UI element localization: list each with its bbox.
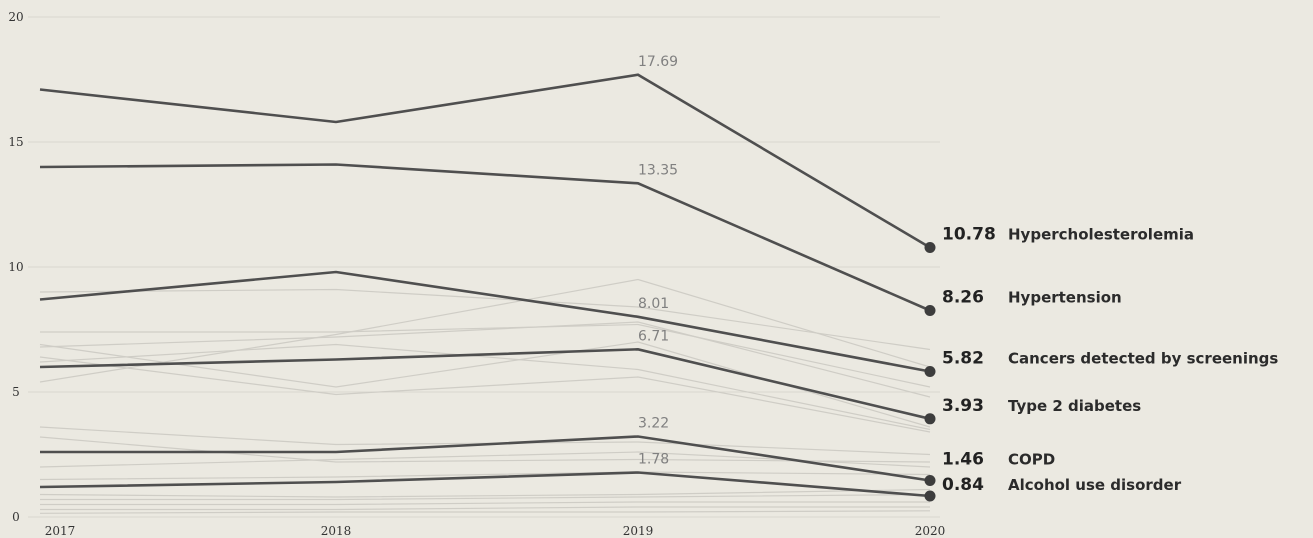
end-value-label: 0.84	[942, 475, 984, 495]
end-value-label: 8.26	[942, 288, 984, 308]
background-series-line	[39, 436, 931, 463]
highlighted-series-lines	[39, 73, 936, 502]
series-line-cancers-detected-by-screenings	[39, 270, 931, 373]
x-tick-label: 2019	[623, 524, 654, 538]
background-series-line	[39, 510, 931, 514]
series-line-hypertension	[39, 163, 931, 312]
series-name-label: Cancers detected by screenings	[1008, 350, 1278, 368]
end-value-label: 3.93	[942, 396, 984, 416]
background-series-line	[39, 356, 931, 433]
end-point-copd	[924, 475, 936, 486]
background-series-line	[39, 343, 931, 431]
end-point-cancers-detected-by-screenings	[924, 366, 936, 377]
data-label-2019: 1.78	[638, 452, 669, 468]
background-series-line	[39, 278, 931, 383]
grid-lines	[28, 16, 940, 518]
end-value-label: 1.46	[942, 450, 984, 470]
background-series-line	[39, 488, 931, 498]
series-name-label: Hypertension	[1008, 289, 1122, 307]
background-series-line	[40, 323, 931, 388]
end-point-type-2-diabetes	[924, 413, 936, 425]
y-tick-label: 20	[8, 10, 23, 24]
x-tick-label: 2018	[321, 524, 352, 538]
series-name-label: COPD	[1008, 451, 1055, 469]
data-label-2019: 6.71	[638, 328, 669, 344]
data-label-2019: 8.01	[638, 296, 669, 312]
series-line-copd	[40, 435, 931, 482]
series-name-label: Alcohol use disorder	[1008, 476, 1182, 494]
data-label-2019: 13.35	[638, 162, 678, 178]
y-tick-label: 5	[12, 385, 20, 399]
y-tick-label: 0	[12, 510, 20, 524]
background-series-line	[39, 426, 931, 456]
axis-ticks: 0 5 10 15 20 2017 2018 2019 2020	[8, 10, 945, 538]
x-tick-label: 2017	[45, 524, 76, 538]
background-series-line	[40, 493, 931, 501]
end-point-hypertension	[924, 305, 936, 316]
background-series-line	[40, 501, 930, 506]
data-label-2019: 17.69	[638, 54, 678, 70]
series-name-label: Hypercholesterolemia	[1008, 226, 1194, 244]
x-tick-label: 2020	[915, 524, 946, 538]
y-tick-label: 10	[8, 260, 23, 274]
series-line-alcohol-use-disorder	[39, 471, 931, 498]
background-series-line	[39, 321, 931, 398]
background-series-line	[40, 506, 930, 511]
background-series-line	[39, 288, 931, 351]
series-line-hypercholesterolemia	[39, 73, 931, 249]
data-label-2019: 3.22	[638, 416, 669, 432]
end-point-hypercholesterolemia	[924, 242, 936, 253]
series-name-label: Type 2 diabetes	[1008, 397, 1141, 415]
end-value-label: 10.78	[942, 225, 996, 245]
end-value-label: 5.82	[942, 349, 984, 369]
data-labels: 17.69 10.78 Hypercholesterolemia 13.35 8.26 H…	[638, 54, 1278, 495]
end-point-alcohol-use-disorder	[924, 490, 936, 502]
y-tick-label: 15	[8, 135, 23, 149]
series-line-type-2-diabetes	[39, 347, 931, 421]
background-series-line	[39, 471, 931, 481]
